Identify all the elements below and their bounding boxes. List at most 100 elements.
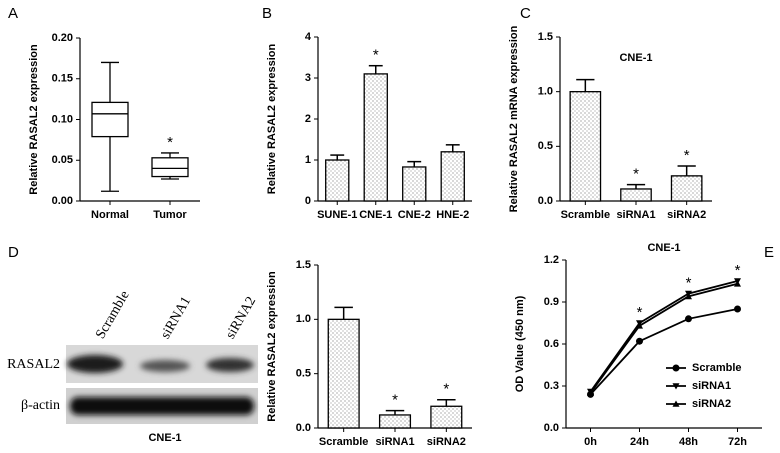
bar <box>670 175 703 202</box>
y-tick-label: 0.15 <box>52 73 73 85</box>
significance-mark: * <box>392 392 398 409</box>
band <box>206 358 254 372</box>
box <box>151 157 189 178</box>
y-axis-label: Relative RASAL2 expression <box>266 271 278 422</box>
lane-label: Scramble <box>93 288 132 341</box>
significance-mark: * <box>686 275 692 292</box>
chart-title: CNE-1 <box>647 242 680 254</box>
legend-label: siRNA1 <box>692 380 731 392</box>
y-tick-label: 0.00 <box>52 195 73 207</box>
bar <box>378 414 412 429</box>
bar <box>402 166 427 202</box>
data-point <box>636 337 643 345</box>
blot <box>66 345 258 424</box>
x-tick-label: 72h <box>728 436 747 448</box>
y-tick-label: 0.05 <box>52 154 73 166</box>
lane-label: siRNA1 <box>158 294 194 341</box>
x-tick-label: siRNA1 <box>616 209 655 221</box>
series-line <box>589 282 738 394</box>
y-tick-label: 0.9 <box>544 296 559 308</box>
y-tick-label: 2 <box>305 113 311 125</box>
y-tick-label: 3 <box>305 72 311 84</box>
x-tick-label: siRNA2 <box>427 436 466 448</box>
bar <box>325 159 350 202</box>
data-point <box>685 315 692 323</box>
bar <box>569 91 602 202</box>
significance-mark: * <box>684 147 690 164</box>
x-tick-label: Normal <box>91 209 129 221</box>
significance-mark: * <box>443 381 449 398</box>
data-point <box>734 305 741 313</box>
panel-letter: C <box>520 5 531 22</box>
legend-marker <box>672 364 680 372</box>
blot-caption: CNE-1 <box>148 432 181 444</box>
x-tick-label: 0h <box>584 436 597 448</box>
data-point <box>636 322 643 329</box>
band <box>70 397 254 415</box>
legend-label: Scramble <box>692 362 742 374</box>
box <box>91 101 129 138</box>
y-tick-label: 1.0 <box>296 313 311 325</box>
bar <box>363 73 388 202</box>
x-tick-label: CNE-2 <box>398 209 431 221</box>
y-tick-label: 4 <box>305 31 312 43</box>
y-tick-label: 0.5 <box>538 140 553 152</box>
panel-letter: A <box>8 5 18 22</box>
y-tick-label: 0.5 <box>296 368 311 380</box>
y-axis-label: Relative RASAL2 expression <box>28 44 40 195</box>
x-tick-label: Tumor <box>153 209 187 221</box>
row-label: β-actin <box>21 398 60 413</box>
y-tick-label: 0.6 <box>544 338 559 350</box>
x-tick-label: siRNA1 <box>375 436 414 448</box>
x-tick-label: Scramble <box>319 436 369 448</box>
data-point <box>587 389 594 396</box>
data-point <box>685 292 692 300</box>
x-tick-label: siRNA2 <box>667 209 706 221</box>
y-tick-label: 0.0 <box>544 422 559 434</box>
x-tick-label: 48h <box>679 436 698 448</box>
significance-mark: * <box>637 304 643 321</box>
x-tick-label: CNE-1 <box>359 209 392 221</box>
y-axis-label: Relative RASAL2 expression <box>266 44 278 195</box>
y-tick-label: 1 <box>305 154 311 166</box>
significance-mark: * <box>735 262 741 279</box>
bar <box>430 405 463 429</box>
data-point <box>734 280 741 287</box>
significance-mark: * <box>167 134 173 151</box>
legend-label: siRNA2 <box>692 398 731 410</box>
x-tick-label: 24h <box>630 436 649 448</box>
bar <box>440 151 465 202</box>
significance-mark: * <box>633 166 639 183</box>
significance-mark: * <box>373 47 379 64</box>
panel-letter: D <box>8 244 19 261</box>
y-tick-label: 0.0 <box>296 422 311 434</box>
y-axis-label: OD Value (450 nm) <box>514 295 526 392</box>
panel-letter: E <box>764 244 774 261</box>
bar <box>327 318 360 429</box>
y-tick-label: 1.5 <box>296 259 311 271</box>
bar <box>620 188 652 202</box>
x-tick-label: HNE-2 <box>436 209 469 221</box>
y-tick-label: 0.10 <box>52 113 73 125</box>
panel-letter: B <box>262 5 272 22</box>
y-tick-label: 0.0 <box>538 195 553 207</box>
y-tick-label: 0.20 <box>52 32 73 44</box>
y-tick-label: 1.2 <box>544 254 559 266</box>
band <box>67 355 123 373</box>
band <box>140 360 190 372</box>
row-label: RASAL2 <box>7 357 60 372</box>
legend-marker <box>672 400 680 407</box>
y-tick-label: 1.5 <box>538 31 553 43</box>
x-tick-label: SUNE-1 <box>317 209 357 221</box>
legend-marker <box>672 383 680 390</box>
y-tick-label: 0.3 <box>544 380 559 392</box>
y-tick-label: 0 <box>305 195 311 207</box>
chart-title: CNE-1 <box>619 52 652 64</box>
y-axis-label: Relative RASAL2 mRNA expression <box>508 25 520 212</box>
lane-label: siRNA2 <box>223 294 259 341</box>
series-line <box>589 308 738 396</box>
y-tick-label: 1.0 <box>538 86 553 98</box>
x-tick-label: Scramble <box>561 209 611 221</box>
series-line <box>589 280 738 393</box>
